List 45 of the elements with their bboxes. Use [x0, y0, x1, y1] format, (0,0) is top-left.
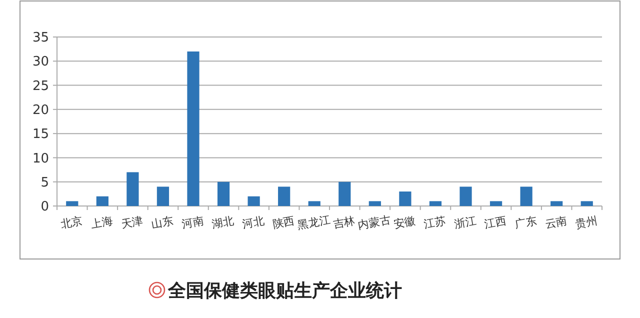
x-tick-label: 云南	[544, 214, 568, 231]
bar	[96, 196, 108, 206]
y-tick-label: 35	[32, 30, 49, 46]
x-tick-label: 内蒙古	[356, 213, 392, 232]
bar	[278, 186, 290, 206]
x-tick-label: 天津	[120, 214, 144, 231]
bar	[66, 201, 78, 206]
text: 全国保健类眼贴生产企业统计	[167, 280, 402, 302]
y-tick-label: 0	[40, 200, 49, 215]
x-tick-label: 山东	[150, 214, 174, 231]
bar	[248, 196, 260, 206]
y-tick-label: 10	[32, 151, 49, 166]
bar	[126, 172, 139, 206]
bar	[429, 201, 442, 206]
x-tick-label: 河北	[241, 214, 266, 231]
x-tick-label: 北京	[60, 214, 84, 231]
y-tick-label: 30	[32, 54, 49, 70]
x-tick-label: 江西	[483, 214, 508, 231]
x-tick-label: 贵州	[574, 214, 598, 231]
y-tick-label: 5	[40, 175, 49, 190]
x-tick-label: 浙江	[453, 214, 478, 231]
y-tick-label: 15	[32, 127, 49, 142]
bar	[550, 201, 563, 206]
y-tick-label: 20	[32, 102, 49, 118]
y-tick-label: 25	[32, 78, 49, 94]
bar	[338, 182, 351, 206]
x-tick-label: 黑龙江	[296, 213, 332, 232]
x-tick-label: 湖北	[210, 214, 235, 231]
x-tick-label: 陕西	[272, 214, 296, 231]
x-tick-label: 上海	[90, 214, 114, 231]
bar	[580, 201, 593, 206]
bar	[187, 51, 200, 206]
bar	[156, 186, 170, 206]
x-tick-label: 河南	[180, 214, 205, 231]
bar	[399, 192, 412, 206]
bar	[308, 201, 320, 206]
x-tick-label: 吉林	[332, 214, 356, 231]
x-tick-label: 江苏	[422, 214, 447, 231]
bar	[490, 201, 502, 206]
bar	[217, 182, 230, 206]
bar	[460, 186, 472, 206]
x-tick-label: 广东	[514, 214, 538, 231]
bar	[368, 201, 381, 206]
bar	[520, 186, 532, 206]
x-tick-label: 安徽	[392, 214, 417, 231]
